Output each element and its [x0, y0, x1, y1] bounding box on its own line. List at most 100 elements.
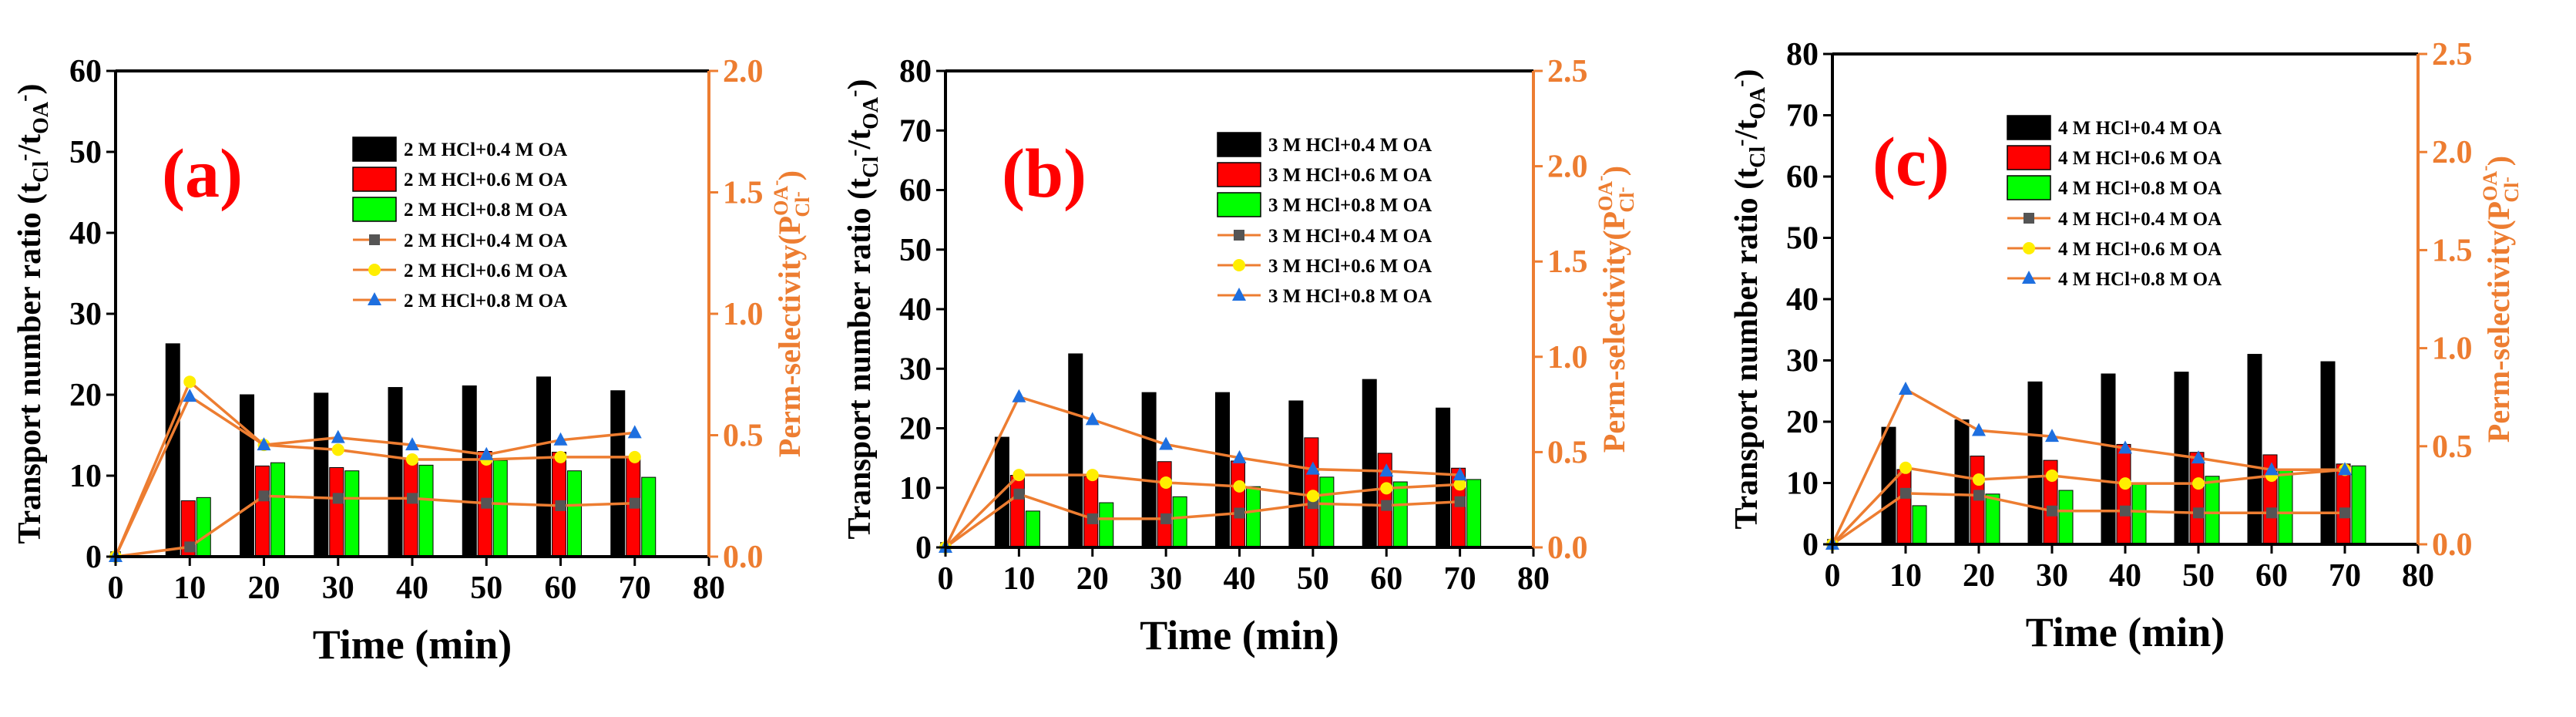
legend-bar-swatch-1 — [2007, 115, 2051, 140]
bar-1-t20 — [1068, 353, 1083, 548]
legend-line-marker-3 — [1232, 288, 1246, 301]
marker-1-t20 — [258, 490, 270, 502]
y-tick-label-50: 50 — [1786, 221, 1819, 257]
marker-3-t20 — [257, 437, 271, 451]
marker-2-t10 — [183, 375, 196, 389]
marker-3-t40 — [1232, 449, 1247, 463]
bar-1-t40 — [1215, 392, 1230, 548]
y2-tick-label-0.5: 0.5 — [2432, 429, 2473, 465]
x-tick-label-30: 30 — [2036, 558, 2068, 594]
y2-title-sup-minus: - — [766, 180, 785, 186]
bar-3-t40 — [2131, 483, 2147, 545]
y2-tick-label-0.0: 0.0 — [723, 540, 764, 575]
marker-3-t40 — [2118, 440, 2132, 454]
bar-3-t30 — [1172, 496, 1187, 548]
y2-title-close: ) — [772, 170, 807, 180]
bar-1-t40 — [388, 387, 403, 557]
legend-line-label-3: 3 M HCl+0.8 M OA — [1268, 286, 1432, 307]
y-title-main: Transport number ratio (t — [842, 178, 878, 540]
y2-title-main: Perm-selectivity(P — [1597, 211, 1631, 453]
bar-1-t30 — [2027, 381, 2043, 545]
x-tick-label-20: 20 — [248, 571, 280, 606]
panel-1: 0 10 20 30 40 50 60 70 80 0 10 20 30 40 50 60 0.0 0.5 1.0 1… — [12, 54, 814, 668]
x-tick-label-60: 60 — [2255, 558, 2288, 594]
bar-3-t20 — [1099, 502, 1114, 548]
marker-2-t70 — [628, 450, 641, 463]
bar-2-t30 — [1157, 461, 1172, 548]
x-tick-label-70: 70 — [1444, 561, 1476, 597]
bar-3-t40 — [1246, 486, 1261, 548]
y2-axis-title: Perm-selectivity(POA-Cl-) — [2475, 156, 2523, 443]
x-tick-label-30: 30 — [1150, 561, 1182, 597]
x-tick-label-80: 80 — [2402, 558, 2434, 594]
y2-tick-label-1.5: 1.5 — [723, 176, 764, 211]
marker-1-t60 — [555, 500, 566, 511]
legend-line-label-1: 4 M HCl+0.4 M OA — [2058, 209, 2222, 230]
y-tick-label-70: 70 — [899, 113, 932, 149]
marker-2-t40 — [2119, 477, 2131, 490]
marker-2-t20 — [1973, 473, 1985, 486]
y-title-sub-cl: Cl — [29, 161, 53, 183]
y-title-sup-1: - — [842, 150, 866, 157]
bar-1-t60 — [1362, 379, 1377, 548]
bar-1-t70 — [610, 390, 626, 557]
legend-bar-swatch-1 — [352, 136, 397, 162]
bar-3-t20 — [1985, 493, 2000, 545]
panel-label: (c) — [1872, 124, 1950, 200]
x-tick-label-40: 40 — [1224, 561, 1256, 597]
y-axis-title: Transport number ratio (tCl-/tOA-) — [12, 84, 53, 544]
y2-tick-label-1.5: 1.5 — [1547, 244, 1588, 280]
marker-1-t60 — [1381, 500, 1392, 511]
panel-label: (b) — [1002, 136, 1086, 212]
bar-3-t30 — [2058, 490, 2074, 545]
panel-label: (a) — [162, 136, 243, 212]
y-tick-label-80: 80 — [1786, 37, 1819, 72]
bar-1-t60 — [536, 376, 551, 557]
x-tick-label-0: 0 — [108, 571, 124, 606]
marker-1-t30 — [2047, 505, 2057, 517]
bar-3-t70 — [1466, 479, 1482, 548]
line-series-3 — [114, 394, 635, 557]
y2-title-sup-oa: OA — [2479, 171, 2501, 201]
y-title-sup-2: - — [1729, 80, 1753, 87]
line-series-2 — [114, 379, 635, 557]
x-tick-label-50: 50 — [2182, 558, 2215, 594]
marker-1-t60 — [2266, 507, 2277, 519]
bar-3-t10 — [1912, 505, 1927, 545]
legend-bar-label-3: 4 M HCl+0.8 M OA — [2058, 178, 2222, 199]
y-title-sup-2: - — [12, 95, 36, 102]
legend-bar-swatch-1 — [1217, 132, 1261, 157]
bar-3-t10 — [196, 497, 211, 557]
marker-3-t20 — [1972, 422, 1986, 436]
y2-tick-label-1.0: 1.0 — [723, 297, 764, 332]
y-title-sup-2: - — [842, 90, 866, 97]
y-title-close: ) — [1729, 69, 1765, 80]
y-tick-label-40: 40 — [1786, 282, 1819, 318]
y-tick-label-80: 80 — [899, 54, 932, 89]
panel-3: 0 10 20 30 40 50 60 70 80010203040506070800.00.5… — [1729, 37, 2523, 655]
bar-3-t70 — [641, 476, 657, 557]
y-title-sup-1: - — [1729, 140, 1753, 146]
y2-title-sup-oa: OA — [1594, 181, 1617, 211]
y-tick-label-10: 10 — [69, 459, 102, 494]
legend-line-label-3: 4 M HCl+0.8 M OA — [2058, 269, 2222, 290]
y2-tick-label-1.0: 1.0 — [1547, 340, 1588, 375]
bar-2-t20 — [255, 465, 270, 557]
line-series-1 — [944, 492, 1460, 549]
x-tick-label-20: 20 — [1076, 561, 1109, 597]
x-tick-label-0: 0 — [1825, 558, 1841, 594]
legend-line-marker-2 — [2023, 242, 2035, 254]
legend-bar-label-2: 4 M HCl+0.6 M OA — [2058, 148, 2222, 169]
y-tick-label-20: 20 — [69, 378, 102, 413]
y-tick-label-0: 0 — [915, 530, 932, 566]
marker-2-t70 — [1453, 478, 1466, 491]
line-series-1 — [1832, 492, 2345, 546]
y2-title-close: ) — [2481, 156, 2516, 166]
x-tick-label-10: 10 — [1889, 558, 1922, 594]
bar-1-t30 — [314, 392, 329, 557]
legend-line-label-2: 4 M HCl+0.6 M OA — [2058, 239, 2222, 260]
marker-1-t40 — [2120, 505, 2131, 517]
x-tick-label-40: 40 — [2109, 558, 2141, 594]
y-tick-label-60: 60 — [69, 54, 102, 89]
